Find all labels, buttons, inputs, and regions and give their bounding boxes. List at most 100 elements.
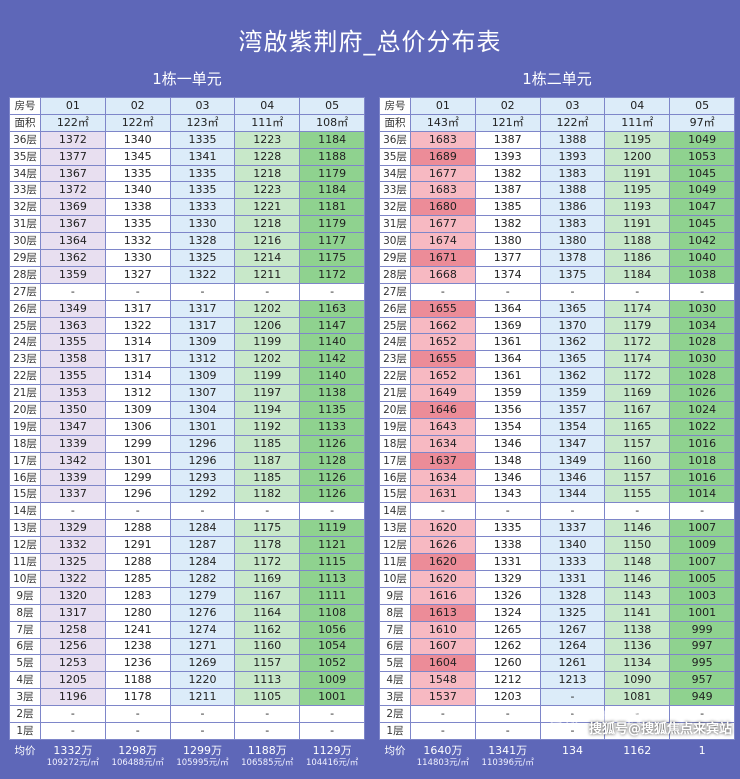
- table-row: 6层 1256 1238 1271 1160 1054: [9, 637, 365, 656]
- floor-label: 26层: [379, 299, 411, 318]
- price-cell: 1213: [539, 671, 606, 690]
- price-cell: -: [299, 282, 365, 301]
- price-cell: 1223: [234, 130, 301, 149]
- price-cell: 1136: [604, 637, 671, 656]
- price-cell: 1387: [474, 130, 541, 149]
- price-cell: 1643: [410, 417, 476, 436]
- price-cell: 1338: [474, 536, 541, 555]
- price-cell: 1370: [539, 316, 606, 335]
- price-cell: 1007: [669, 553, 735, 571]
- floor-label: 21层: [379, 384, 411, 403]
- room-label: 房号: [9, 97, 41, 115]
- price-cell: 1322: [169, 265, 236, 284]
- area-value: 143㎡: [410, 113, 476, 132]
- price-cell: 1613: [410, 603, 476, 622]
- floor-label: 34层: [9, 164, 41, 183]
- price-cell: 1030: [669, 299, 735, 318]
- price-cell: 1668: [410, 265, 476, 284]
- area-value: 111㎡: [604, 113, 671, 132]
- price-cell: -: [169, 705, 236, 723]
- table-row: 29层 1671 1377 1378 1186 1040: [379, 249, 735, 267]
- price-cell: 1353: [40, 384, 106, 403]
- price-cell: 1113: [299, 569, 365, 588]
- price-cell: 1195: [604, 181, 671, 200]
- room-number: 04: [234, 97, 301, 115]
- floor-label: 12层: [9, 536, 41, 555]
- table-row: 11层 1620 1331 1333 1148 1007: [379, 553, 735, 571]
- floor-label: 1层: [9, 721, 41, 740]
- price-cell: 1388: [539, 181, 606, 200]
- table-row: 18层 1634 1346 1347 1157 1016: [379, 434, 735, 453]
- price-cell: 1052: [299, 654, 365, 673]
- price-cell: 1380: [474, 232, 541, 251]
- average-label: 均价: [379, 738, 411, 779]
- floor-label: 2层: [379, 705, 411, 723]
- price-cell: -: [410, 502, 476, 521]
- price-cell: 1677: [410, 215, 476, 234]
- table-row: 23层 1358 1317 1312 1202 1142: [9, 350, 365, 369]
- floor-label: 26层: [9, 299, 41, 318]
- table-row: 15层 1631 1343 1344 1155 1014: [379, 485, 735, 504]
- price-cell: -: [234, 282, 301, 301]
- price-cell: 1016: [669, 434, 735, 453]
- price-cell: 1135: [299, 401, 365, 419]
- price-cell: 1188: [604, 232, 671, 251]
- price-cell: 1146: [604, 519, 671, 538]
- price-cell: 957: [669, 671, 735, 690]
- price-cell: 1372: [40, 130, 106, 149]
- price-cell: 1652: [410, 333, 476, 352]
- price-cell: 1105: [234, 688, 301, 707]
- floor-label: 16层: [9, 468, 41, 487]
- table-row: 14层 - - - - -: [9, 502, 365, 521]
- price-cell: 1009: [299, 671, 365, 690]
- price-cell: 1359: [40, 265, 106, 284]
- price-cell: 1271: [169, 637, 236, 656]
- floor-label: 5层: [379, 654, 411, 673]
- price-cell: 1358: [40, 350, 106, 369]
- price-cell: 1325: [169, 249, 236, 267]
- price-cell: 1357: [539, 401, 606, 419]
- price-cell: 1228: [234, 147, 301, 166]
- price-cell: 1185: [234, 434, 301, 453]
- price-cell: 1034: [669, 316, 735, 335]
- unit-2-price-table: 房号 01 02 03 04 05 面积 143㎡ 121㎡ 122㎡ 111㎡ 97㎡ 36层 1683…: [379, 97, 735, 779]
- price-cell: -: [299, 705, 365, 723]
- price-cell: 1174: [604, 350, 671, 369]
- price-cell: 1024: [669, 401, 735, 419]
- price-cell: -: [169, 282, 236, 301]
- price-cell: 1220: [169, 671, 236, 690]
- price-cell: 1223: [234, 181, 301, 200]
- average-cell: 1640万 114803元/㎡: [410, 738, 476, 779]
- price-cell: 1671: [410, 249, 476, 267]
- price-cell: 1267: [539, 620, 606, 639]
- price-cell: 1197: [234, 384, 301, 403]
- price-cell: -: [104, 721, 171, 740]
- floor-label: 25层: [379, 316, 411, 335]
- table-row: 20层 1350 1309 1304 1194 1135: [9, 401, 365, 419]
- table-row: 27层 - - - - -: [9, 282, 365, 301]
- price-cell: -: [604, 502, 671, 521]
- price-cell: 1296: [169, 451, 236, 470]
- price-cell: 1649: [410, 384, 476, 403]
- price-cell: 1194: [234, 401, 301, 419]
- floor-label: 8层: [9, 603, 41, 622]
- price-cell: 1662: [410, 316, 476, 335]
- price-cell: 1138: [299, 384, 365, 403]
- average-cell: 1162: [604, 738, 671, 779]
- floor-label: 36层: [9, 130, 41, 149]
- price-cell: 1279: [169, 586, 236, 605]
- price-cell: 1119: [299, 519, 365, 538]
- price-cell: 1188: [299, 147, 365, 166]
- floor-label: 19层: [9, 417, 41, 436]
- price-cell: 1218: [234, 164, 301, 183]
- price-cell: -: [539, 688, 606, 707]
- price-cell: 1142: [299, 350, 365, 369]
- price-cell: -: [604, 705, 671, 723]
- price-cell: 1322: [40, 569, 106, 588]
- floor-label: 4层: [9, 671, 41, 690]
- price-cell: 1361: [474, 333, 541, 352]
- price-cell: 1169: [234, 569, 301, 588]
- price-cell: 1206: [234, 316, 301, 335]
- price-cell: 1689: [410, 147, 476, 166]
- area-value: 111㎡: [234, 113, 301, 132]
